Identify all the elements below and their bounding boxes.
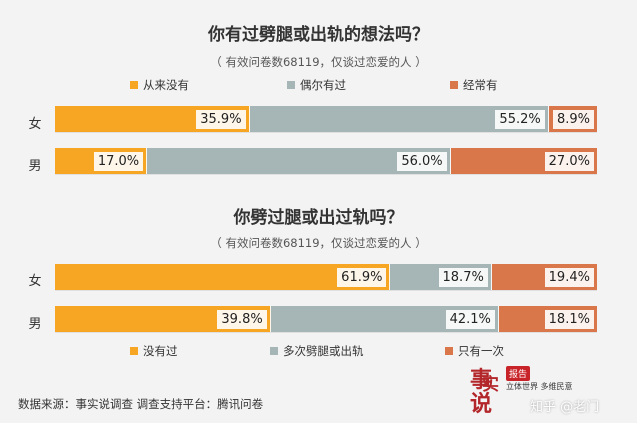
legend-item: 偶尔有过 (287, 77, 346, 93)
legend-swatch (450, 81, 458, 89)
data-label: 8.9% (552, 109, 594, 129)
data-label: 61.9% (337, 267, 387, 287)
chart2-legend: 没有过 多次劈腿或出轨 只有一次 (0, 343, 637, 359)
bar-row: 61.9% 18.7% 19.4% (55, 264, 597, 290)
legend-swatch (287, 81, 295, 89)
logo-char: 事 (470, 367, 493, 393)
logo-slogan: 立体世界 多维民意 (506, 382, 573, 391)
bar-segment: 18.1% (498, 306, 597, 332)
legend-item: 经常有 (450, 77, 498, 93)
logo: 事 实 说 报告 立体世界 多维民意 (468, 362, 588, 417)
data-source-footer: 数据来源：事实说调查 调查支持平台：腾讯问卷 (18, 397, 264, 411)
legend-label: 偶尔有过 (300, 78, 346, 92)
legend-item: 从来没有 (130, 77, 189, 93)
data-label: 17.0% (93, 151, 144, 171)
category-label: 女 (28, 274, 42, 289)
data-label: 35.9% (196, 109, 246, 129)
bar-row: 39.8% 42.1% 18.1% (55, 306, 597, 332)
legend-label: 从来没有 (143, 78, 189, 92)
data-label: 27.0% (544, 151, 594, 171)
legend-item: 只有一次 (445, 343, 504, 359)
legend-label: 多次劈腿或出轨 (283, 344, 364, 358)
legend-label: 没有过 (143, 344, 178, 358)
bar-segment: 55.2% (249, 106, 549, 132)
bar-segment: 56.0% (147, 148, 451, 174)
legend-swatch (270, 347, 278, 355)
chart2-subtitle: （ 有效问卷数68119，仅谈过恋爱的人 ） (210, 236, 427, 250)
legend-swatch (130, 347, 138, 355)
bar-row: 35.9% 55.2% 8.9% (55, 106, 597, 132)
legend-label: 只有一次 (458, 344, 504, 358)
chart1-subtitle: （ 有效问卷数68119，仅谈过恋爱的人 ） (210, 55, 427, 69)
bar-segment: 19.4% (491, 264, 597, 290)
legend-item: 没有过 (130, 343, 178, 359)
bar-segment: 39.8% (55, 306, 271, 332)
chart1-legend: 从来没有 偶尔有过 经常有 (0, 77, 637, 93)
chart1-title: 你有过劈腿或出轨的想法吗？ (208, 25, 429, 45)
data-label: 18.7% (438, 267, 488, 287)
watermark: 知乎 @老门 (530, 400, 600, 415)
bar-segment: 42.1% (270, 306, 499, 332)
bar-segment: 61.9% (55, 264, 391, 290)
bar-segment: 18.7% (390, 264, 492, 290)
category-label: 女 (28, 117, 42, 132)
logo-char: 说 (470, 391, 493, 417)
logo-char: 实 (482, 375, 499, 395)
bar-row: 17.0% 56.0% 27.0% (55, 148, 597, 174)
category-label: 男 (28, 159, 42, 174)
legend-swatch (130, 81, 138, 89)
logo-tag: 报告 (506, 366, 531, 381)
chart2-title: 你劈过腿或出过轨吗？ (233, 208, 404, 228)
bar-segment: 8.9% (548, 106, 597, 132)
bar-segment: 17.0% (55, 148, 148, 174)
data-label: 39.8% (217, 309, 267, 329)
bar-segment: 35.9% (55, 106, 250, 132)
category-label: 男 (28, 317, 42, 332)
bar-segment: 27.0% (450, 148, 597, 174)
legend-swatch (445, 347, 453, 355)
data-label: 18.1% (544, 309, 594, 329)
data-label: 42.1% (445, 309, 495, 329)
data-label: 56.0% (397, 151, 447, 171)
data-label: 19.4% (544, 267, 594, 287)
legend-item: 多次劈腿或出轨 (270, 343, 364, 359)
legend-label: 经常有 (463, 78, 498, 92)
data-label: 55.2% (495, 109, 545, 129)
